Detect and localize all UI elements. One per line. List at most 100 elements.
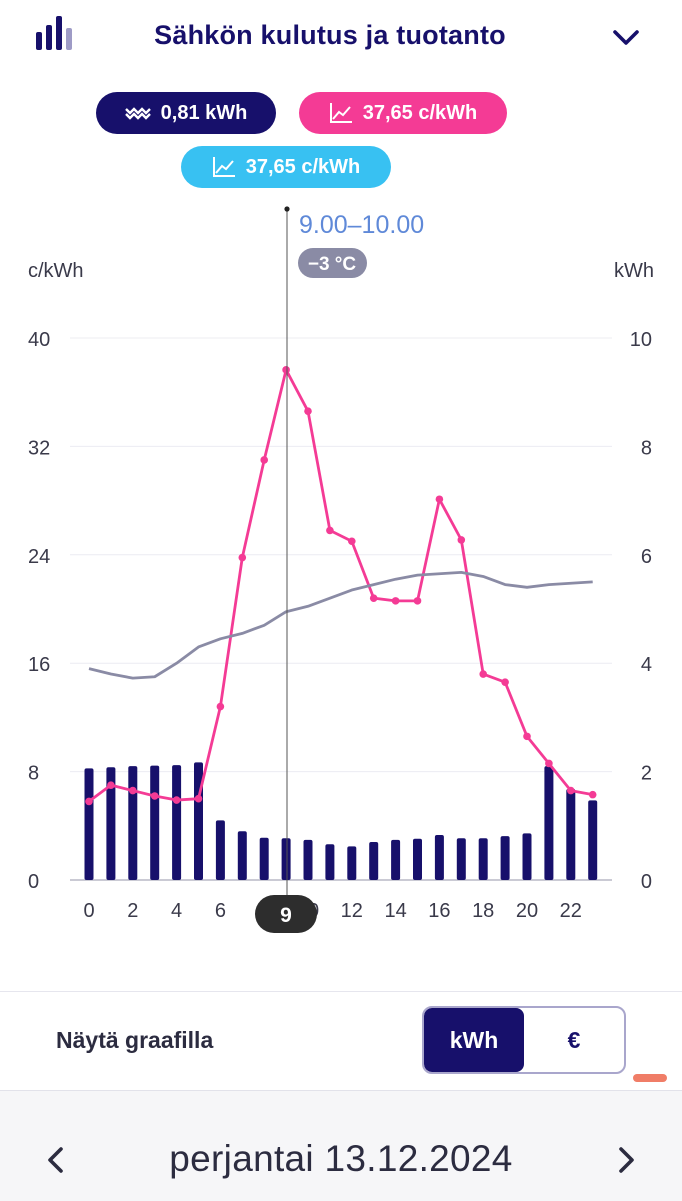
x-axis-tick: 2 bbox=[127, 900, 138, 922]
chevron-left-icon[interactable] bbox=[40, 1142, 72, 1178]
consumption-icon bbox=[124, 107, 151, 120]
header: Sähkön kulutus ja tuotanto bbox=[0, 0, 682, 80]
right-axis-tick: 2 bbox=[641, 763, 652, 785]
consumption-bar bbox=[281, 838, 291, 880]
spot-price-point bbox=[545, 759, 553, 768]
usage-pill[interactable]: 0,81 kWh bbox=[96, 92, 276, 134]
unit-toggle: kWh € bbox=[422, 1006, 626, 1074]
spot-price-point bbox=[369, 594, 378, 602]
display-label: Näytä graafilla bbox=[56, 1027, 214, 1053]
trend-icon bbox=[329, 103, 352, 123]
fixed-price-value: 37,65 c/kWh bbox=[245, 155, 361, 178]
consumption-bar bbox=[478, 838, 488, 880]
consumption-bar bbox=[150, 765, 160, 880]
spot-price-point bbox=[129, 786, 137, 795]
temperature-badge bbox=[298, 248, 367, 278]
spot-price-point bbox=[238, 553, 247, 562]
consumption-bar bbox=[303, 839, 313, 880]
bar-chart-icon bbox=[36, 16, 72, 50]
right-axis-label: kWh bbox=[614, 260, 654, 282]
left-axis-tick: 32 bbox=[28, 437, 50, 459]
scroll-handle bbox=[633, 1074, 667, 1082]
unit-kwh-button[interactable]: kWh bbox=[424, 1008, 524, 1072]
consumption-bar bbox=[259, 837, 269, 880]
right-axis-tick: 10 bbox=[630, 329, 652, 351]
spot-price-point bbox=[194, 794, 203, 803]
spot-price-point bbox=[172, 796, 181, 804]
left-axis-tick: 16 bbox=[28, 654, 50, 676]
unit-eur-button[interactable]: € bbox=[567, 1026, 581, 1053]
right-axis-tick: 4 bbox=[641, 654, 652, 676]
spot-price-value: 37,65 c/kWh bbox=[362, 101, 478, 124]
x-axis-tick: 14 bbox=[384, 900, 406, 922]
left-axis-tick: 0 bbox=[28, 871, 39, 893]
spot-price-point bbox=[150, 792, 159, 800]
spot-price-point bbox=[391, 597, 400, 605]
spot-price-point bbox=[282, 366, 290, 374]
x-axis-tick: 22 bbox=[560, 900, 582, 922]
divider bbox=[0, 991, 682, 992]
consumption-bar bbox=[237, 831, 247, 880]
spot-price-point bbox=[216, 702, 225, 711]
spot-price-point bbox=[457, 536, 466, 544]
page-title: Sähkön kulutus ja tuotanto bbox=[154, 20, 506, 50]
x-axis-tick: 20 bbox=[516, 900, 538, 922]
selected-hour-badge[interactable] bbox=[255, 895, 317, 933]
consumption-bar bbox=[566, 788, 576, 880]
left-axis-tick: 40 bbox=[28, 329, 50, 351]
right-axis-tick: 0 bbox=[641, 871, 652, 893]
spot-price-point bbox=[85, 797, 93, 806]
left-axis-label: c/kWh bbox=[28, 260, 84, 282]
consumption-bar bbox=[413, 838, 422, 880]
consumption-bar bbox=[215, 820, 225, 880]
consumption-bar bbox=[84, 768, 94, 880]
consumption-bar bbox=[128, 766, 138, 880]
right-axis-tick: 6 bbox=[641, 546, 652, 568]
left-axis-tick: 24 bbox=[28, 546, 50, 568]
consumption-bar bbox=[369, 842, 379, 880]
current-date: perjantai 13.12.2024 bbox=[169, 1138, 513, 1179]
date-navigation bbox=[0, 1090, 682, 1201]
spot-price-point bbox=[413, 597, 422, 605]
x-axis-tick: 16 bbox=[428, 900, 450, 922]
consumption-bar bbox=[456, 838, 466, 880]
spot-price-point bbox=[501, 678, 509, 686]
consumption-bar bbox=[391, 839, 401, 880]
spot-price-point bbox=[260, 456, 269, 464]
x-axis-tick: 6 bbox=[215, 900, 226, 922]
spot-price-point bbox=[435, 495, 444, 504]
x-axis-tick: 12 bbox=[341, 900, 363, 922]
spot-price-point bbox=[348, 537, 356, 546]
usage-value: 0,81 kWh bbox=[160, 101, 248, 124]
right-axis-tick: 8 bbox=[641, 437, 652, 459]
x-axis-tick: 4 bbox=[171, 900, 182, 922]
consumption-bar bbox=[588, 800, 598, 880]
consumption-bar bbox=[544, 766, 554, 880]
consumption-bar bbox=[325, 844, 335, 880]
spot-price-pill[interactable]: 37,65 c/kWh bbox=[299, 92, 507, 134]
trend-icon bbox=[212, 157, 235, 177]
chevron-right-icon[interactable] bbox=[610, 1142, 642, 1178]
consumption-bar bbox=[522, 833, 532, 880]
x-axis-tick: 0 bbox=[83, 900, 94, 922]
chevron-down-icon[interactable] bbox=[610, 24, 642, 52]
selected-hour-label: 9 bbox=[280, 904, 292, 927]
spot-price-point bbox=[107, 781, 115, 789]
consumption-bar bbox=[347, 846, 357, 880]
spot-price-point bbox=[304, 407, 312, 415]
spot-price-point bbox=[479, 670, 488, 678]
tooltip-time-range: 9.00–10.00 bbox=[299, 211, 424, 239]
temperature-value: −3 °C bbox=[308, 254, 357, 275]
consumption-bar bbox=[500, 836, 510, 880]
spot-price-point bbox=[567, 786, 575, 795]
spot-price-point bbox=[523, 732, 531, 741]
fixed-price-pill[interactable]: 37,65 c/kWh bbox=[181, 146, 391, 188]
temperature-line bbox=[88, 571, 593, 680]
consumption-chart[interactable]: 00821642463284010c/kWhkWh024681012141618… bbox=[0, 195, 682, 955]
left-axis-tick: 8 bbox=[28, 763, 39, 785]
spot-price-point bbox=[588, 790, 597, 799]
consumption-bar bbox=[106, 767, 116, 880]
consumption-bar bbox=[434, 835, 444, 880]
consumption-bar bbox=[172, 765, 182, 880]
spot-price-point bbox=[326, 526, 334, 535]
